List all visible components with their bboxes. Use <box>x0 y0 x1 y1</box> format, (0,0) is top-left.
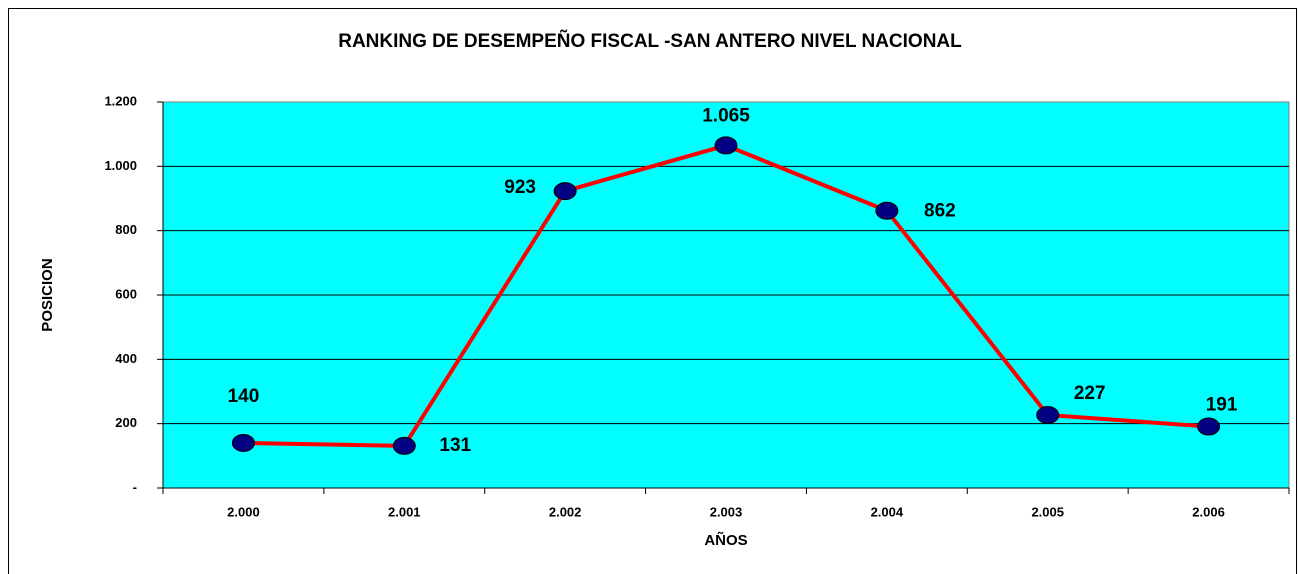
y-tick-label: 1.000 <box>104 158 137 173</box>
y-tick-label: 600 <box>115 286 137 301</box>
x-tick-label: 2.004 <box>871 504 904 519</box>
chart-title: RANKING DE DESEMPEÑO FISCAL -SAN ANTERO … <box>338 30 962 52</box>
data-label: 862 <box>924 201 956 222</box>
data-label: 923 <box>504 177 536 198</box>
data-point <box>875 201 899 220</box>
x-tick-label: 2.006 <box>1192 504 1225 519</box>
x-axis-title: AÑOS <box>704 531 747 549</box>
y-tick-label: - <box>133 479 137 494</box>
data-label: 131 <box>439 435 471 456</box>
y-tick-label: 1.200 <box>104 93 137 108</box>
data-point <box>231 433 255 452</box>
y-axis-title: POSICION <box>39 258 56 331</box>
data-label: 191 <box>1206 395 1238 416</box>
data-label: 140 <box>228 386 260 407</box>
x-tick-label: 2.000 <box>227 504 260 519</box>
y-tick-label: 800 <box>115 222 137 237</box>
y-tick-label: 200 <box>115 415 137 430</box>
data-point <box>392 436 416 455</box>
x-tick-label: 2.003 <box>710 504 743 519</box>
x-tick-label: 2.002 <box>549 504 582 519</box>
x-tick-label: 2.005 <box>1031 504 1064 519</box>
data-point <box>553 182 577 201</box>
y-tick-label: 400 <box>115 351 137 366</box>
data-point <box>1036 405 1060 424</box>
data-label: 1.065 <box>702 105 750 126</box>
data-point <box>714 136 738 155</box>
data-point <box>1197 417 1221 436</box>
x-tick-label: 2.001 <box>388 504 421 519</box>
data-label: 227 <box>1074 383 1106 404</box>
